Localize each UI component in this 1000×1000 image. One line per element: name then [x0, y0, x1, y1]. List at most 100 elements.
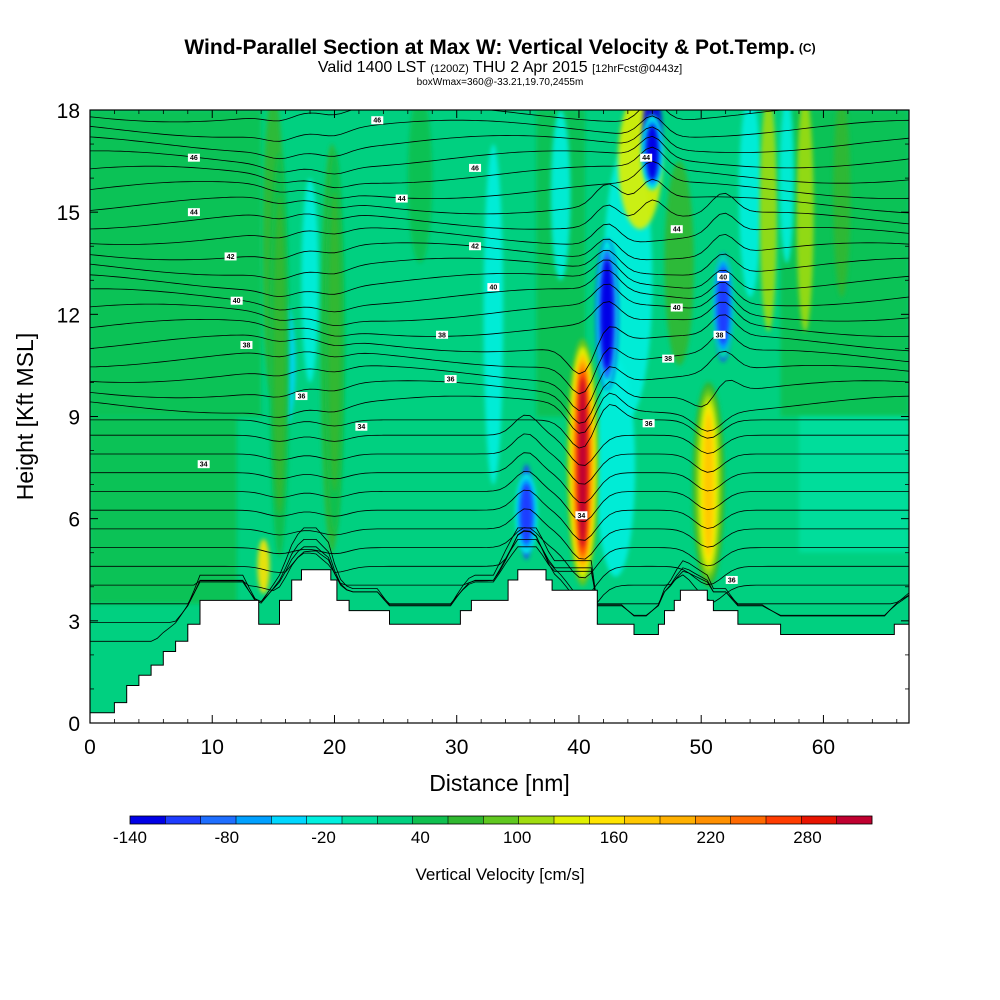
theta-contour — [90, 250, 909, 280]
y-tick-label: 18 — [57, 100, 80, 123]
contour-label: 34 — [575, 511, 588, 520]
contour-label-text: 36 — [298, 394, 306, 401]
contour-label: 44 — [670, 225, 683, 234]
colorbar-segment — [483, 816, 519, 824]
x-tick-label: 10 — [201, 736, 224, 759]
copyright-mark: (C) — [798, 41, 816, 55]
contour-label-text: 38 — [243, 342, 251, 349]
theta-contour — [90, 259, 909, 298]
terrain-surface — [90, 569, 909, 723]
plot-area: 46 46 46 44 44 44 44 42 42 40 40 40 40 38 38 38 38 36 36 36… — [90, 110, 909, 723]
contour-label-bg — [436, 330, 449, 339]
x-axis-title: Distance [nm] — [429, 770, 570, 796]
colorbar-segment — [518, 816, 555, 824]
contour-label: 42 — [224, 252, 237, 261]
theta-contour — [90, 314, 909, 375]
contour-label: 38 — [713, 330, 726, 339]
y-tick-label: 12 — [57, 304, 80, 327]
theta-contour — [90, 414, 909, 466]
chart-title: Wind-Parallel Section at Max W: Vertical… — [184, 36, 816, 59]
contour-label-text: 42 — [471, 244, 479, 251]
contour-label-bg — [662, 354, 675, 363]
theta-contour — [90, 530, 909, 604]
colorbar-segment — [730, 816, 767, 824]
contour-label-bg — [670, 303, 683, 312]
theta-contour — [90, 283, 909, 327]
title-block: Wind-Parallel Section at Max W: Vertical… — [0, 36, 1000, 89]
terrain — [90, 569, 909, 723]
colorbar-tick-label: -20 — [311, 828, 336, 847]
colorbar-tick-label: 220 — [697, 828, 725, 847]
contour-label: 42 — [469, 242, 482, 251]
colorbar-segment — [589, 816, 625, 824]
contour-label: 38 — [662, 354, 675, 363]
field-cell — [407, 110, 433, 264]
field-cell — [759, 110, 777, 332]
contour-label: 40 — [487, 283, 500, 292]
y-tick-label: 3 — [68, 611, 80, 634]
downdraft-core — [646, 124, 659, 181]
contour-label-text: 36 — [728, 577, 736, 584]
contour-label-text: 46 — [190, 155, 198, 162]
contour-label: 44 — [187, 208, 200, 217]
contour-label-bg — [371, 116, 384, 125]
contour-label-text: 36 — [447, 377, 455, 384]
contour-label: 46 — [187, 153, 200, 162]
y-tick-label: 15 — [57, 202, 80, 225]
contour-label-text: 34 — [200, 462, 208, 469]
theta-contour — [90, 508, 909, 560]
contour-label: 44 — [395, 194, 408, 203]
theta-contour — [90, 212, 909, 245]
contour-label-bg — [444, 375, 457, 384]
valid-time: Valid 1400 LST — [317, 59, 426, 76]
updraft-core — [272, 195, 287, 515]
contour-label-text: 44 — [398, 196, 406, 203]
colorbar-segment — [130, 816, 166, 824]
colorbar-segment — [448, 816, 484, 824]
colorbar-frame — [129, 815, 873, 825]
x-tick-label: 60 — [812, 736, 835, 759]
contour-label-bg — [224, 252, 237, 261]
contour-label-bg — [230, 296, 243, 305]
theta-contour — [90, 146, 909, 189]
colorbar-tick-label: 280 — [793, 828, 821, 847]
field-cell — [483, 144, 504, 485]
contour-label-bg — [469, 163, 482, 172]
colorbar: -140 -80 -20 40 100 160 220 280 Vertical Velocit… — [113, 815, 873, 884]
colorbar-segment — [836, 816, 873, 824]
theta-contour — [90, 115, 909, 142]
contour-label-bg — [187, 208, 200, 217]
contour-label-text: 42 — [227, 254, 235, 261]
colorbar-tick-label: -140 — [113, 828, 147, 847]
contour-label: 38 — [240, 340, 253, 349]
contour-labels: 46 46 46 44 44 44 44 42 42 40 40 40 40 38 38 38 38 36 36 36… — [187, 116, 738, 584]
colorbar-segment — [412, 816, 449, 824]
downdraft-core — [600, 258, 614, 370]
chart-subtitle: Valid 1400 LST (1200Z) THU 2 Apr 2015 [1… — [0, 60, 1000, 77]
colorbar-title: Vertical Velocity [cm/s] — [415, 865, 584, 884]
field-cell — [796, 110, 814, 332]
contour-label-bg — [575, 511, 588, 520]
colorbar-segment — [554, 816, 590, 824]
theta-contour — [90, 404, 909, 449]
contour-label: 36 — [295, 392, 308, 401]
box-info: boxWmax=360@-33.21,19.70,2455m — [416, 77, 584, 88]
contour-label: 36 — [642, 419, 655, 428]
contour-label: 38 — [436, 330, 449, 339]
contour-label: 40 — [670, 303, 683, 312]
y-tick-label: 6 — [68, 509, 80, 532]
contour-label-text: 44 — [642, 155, 650, 162]
contour-label-bg — [395, 194, 408, 203]
contour-label-text: 40 — [673, 305, 681, 312]
contour-label: 46 — [371, 116, 384, 125]
contour-label-text: 40 — [233, 298, 241, 305]
field-cell — [833, 110, 851, 298]
theta-contour — [90, 392, 909, 434]
theta-contour — [90, 135, 909, 175]
theta-contour — [90, 110, 786, 123]
theta-contour — [90, 301, 909, 337]
theta-contour — [90, 530, 909, 597]
contour-label: 44 — [640, 153, 653, 162]
colorbar-segment — [306, 816, 343, 824]
